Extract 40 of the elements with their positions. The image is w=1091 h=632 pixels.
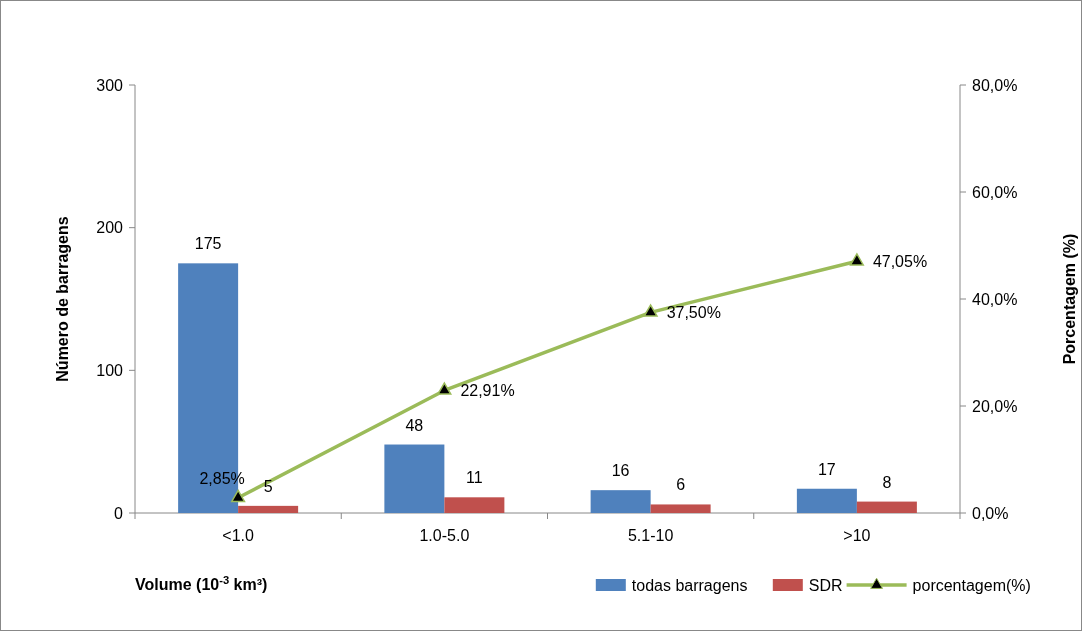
point (231, 489, 246, 503)
bar (650, 504, 711, 513)
data-label: 6 (676, 476, 686, 494)
y2-tick-label: 40,0% (972, 290, 1018, 308)
bar (590, 490, 651, 513)
x-tick-label: >10 (843, 527, 871, 544)
legend-label: todas barragens (631, 576, 748, 594)
data-label: 17 (817, 460, 836, 478)
y2-tick-label: 60,0% (972, 183, 1018, 201)
data-label: 175 (194, 235, 222, 253)
legend-label: porcentagem(%) (912, 576, 1031, 594)
data-label: 8 (882, 473, 892, 491)
bar (796, 488, 857, 513)
x-tick-label: 1.0-5.0 (419, 527, 470, 544)
y2-tick-label: 80,0% (972, 76, 1018, 94)
bar (238, 505, 299, 513)
point (437, 382, 452, 395)
point (849, 253, 864, 266)
data-label: 37,50% (666, 304, 721, 322)
y2-tick-label: 0,0% (972, 504, 1009, 522)
bar (444, 497, 505, 513)
y-tick-label: 200 (96, 219, 124, 237)
data-label: 47,05% (872, 253, 928, 271)
data-label: 22,91% (460, 382, 515, 400)
y2-axis-title: Porcentagem (%) (1061, 233, 1078, 365)
point (643, 304, 658, 317)
data-label: 48 (405, 416, 424, 434)
y-tick-label: 300 (96, 76, 124, 94)
x-tick-label: <1.0 (222, 527, 255, 544)
x-axis-title: Volume (10$^{-3}$ km³) (135, 574, 268, 593)
x-tick-label: 5.1-10 (627, 527, 674, 544)
y2-tick-label: 20,0% (972, 397, 1018, 415)
data-label: 16 (611, 462, 630, 480)
data-label: 11 (466, 469, 483, 487)
legend-label: SDR (808, 576, 843, 594)
y-tick-label: 0 (114, 504, 124, 522)
bar (856, 501, 917, 513)
y-tick-label: 100 (96, 361, 124, 379)
y-axis-title: Número de barragens (54, 216, 71, 382)
bar (384, 444, 445, 513)
